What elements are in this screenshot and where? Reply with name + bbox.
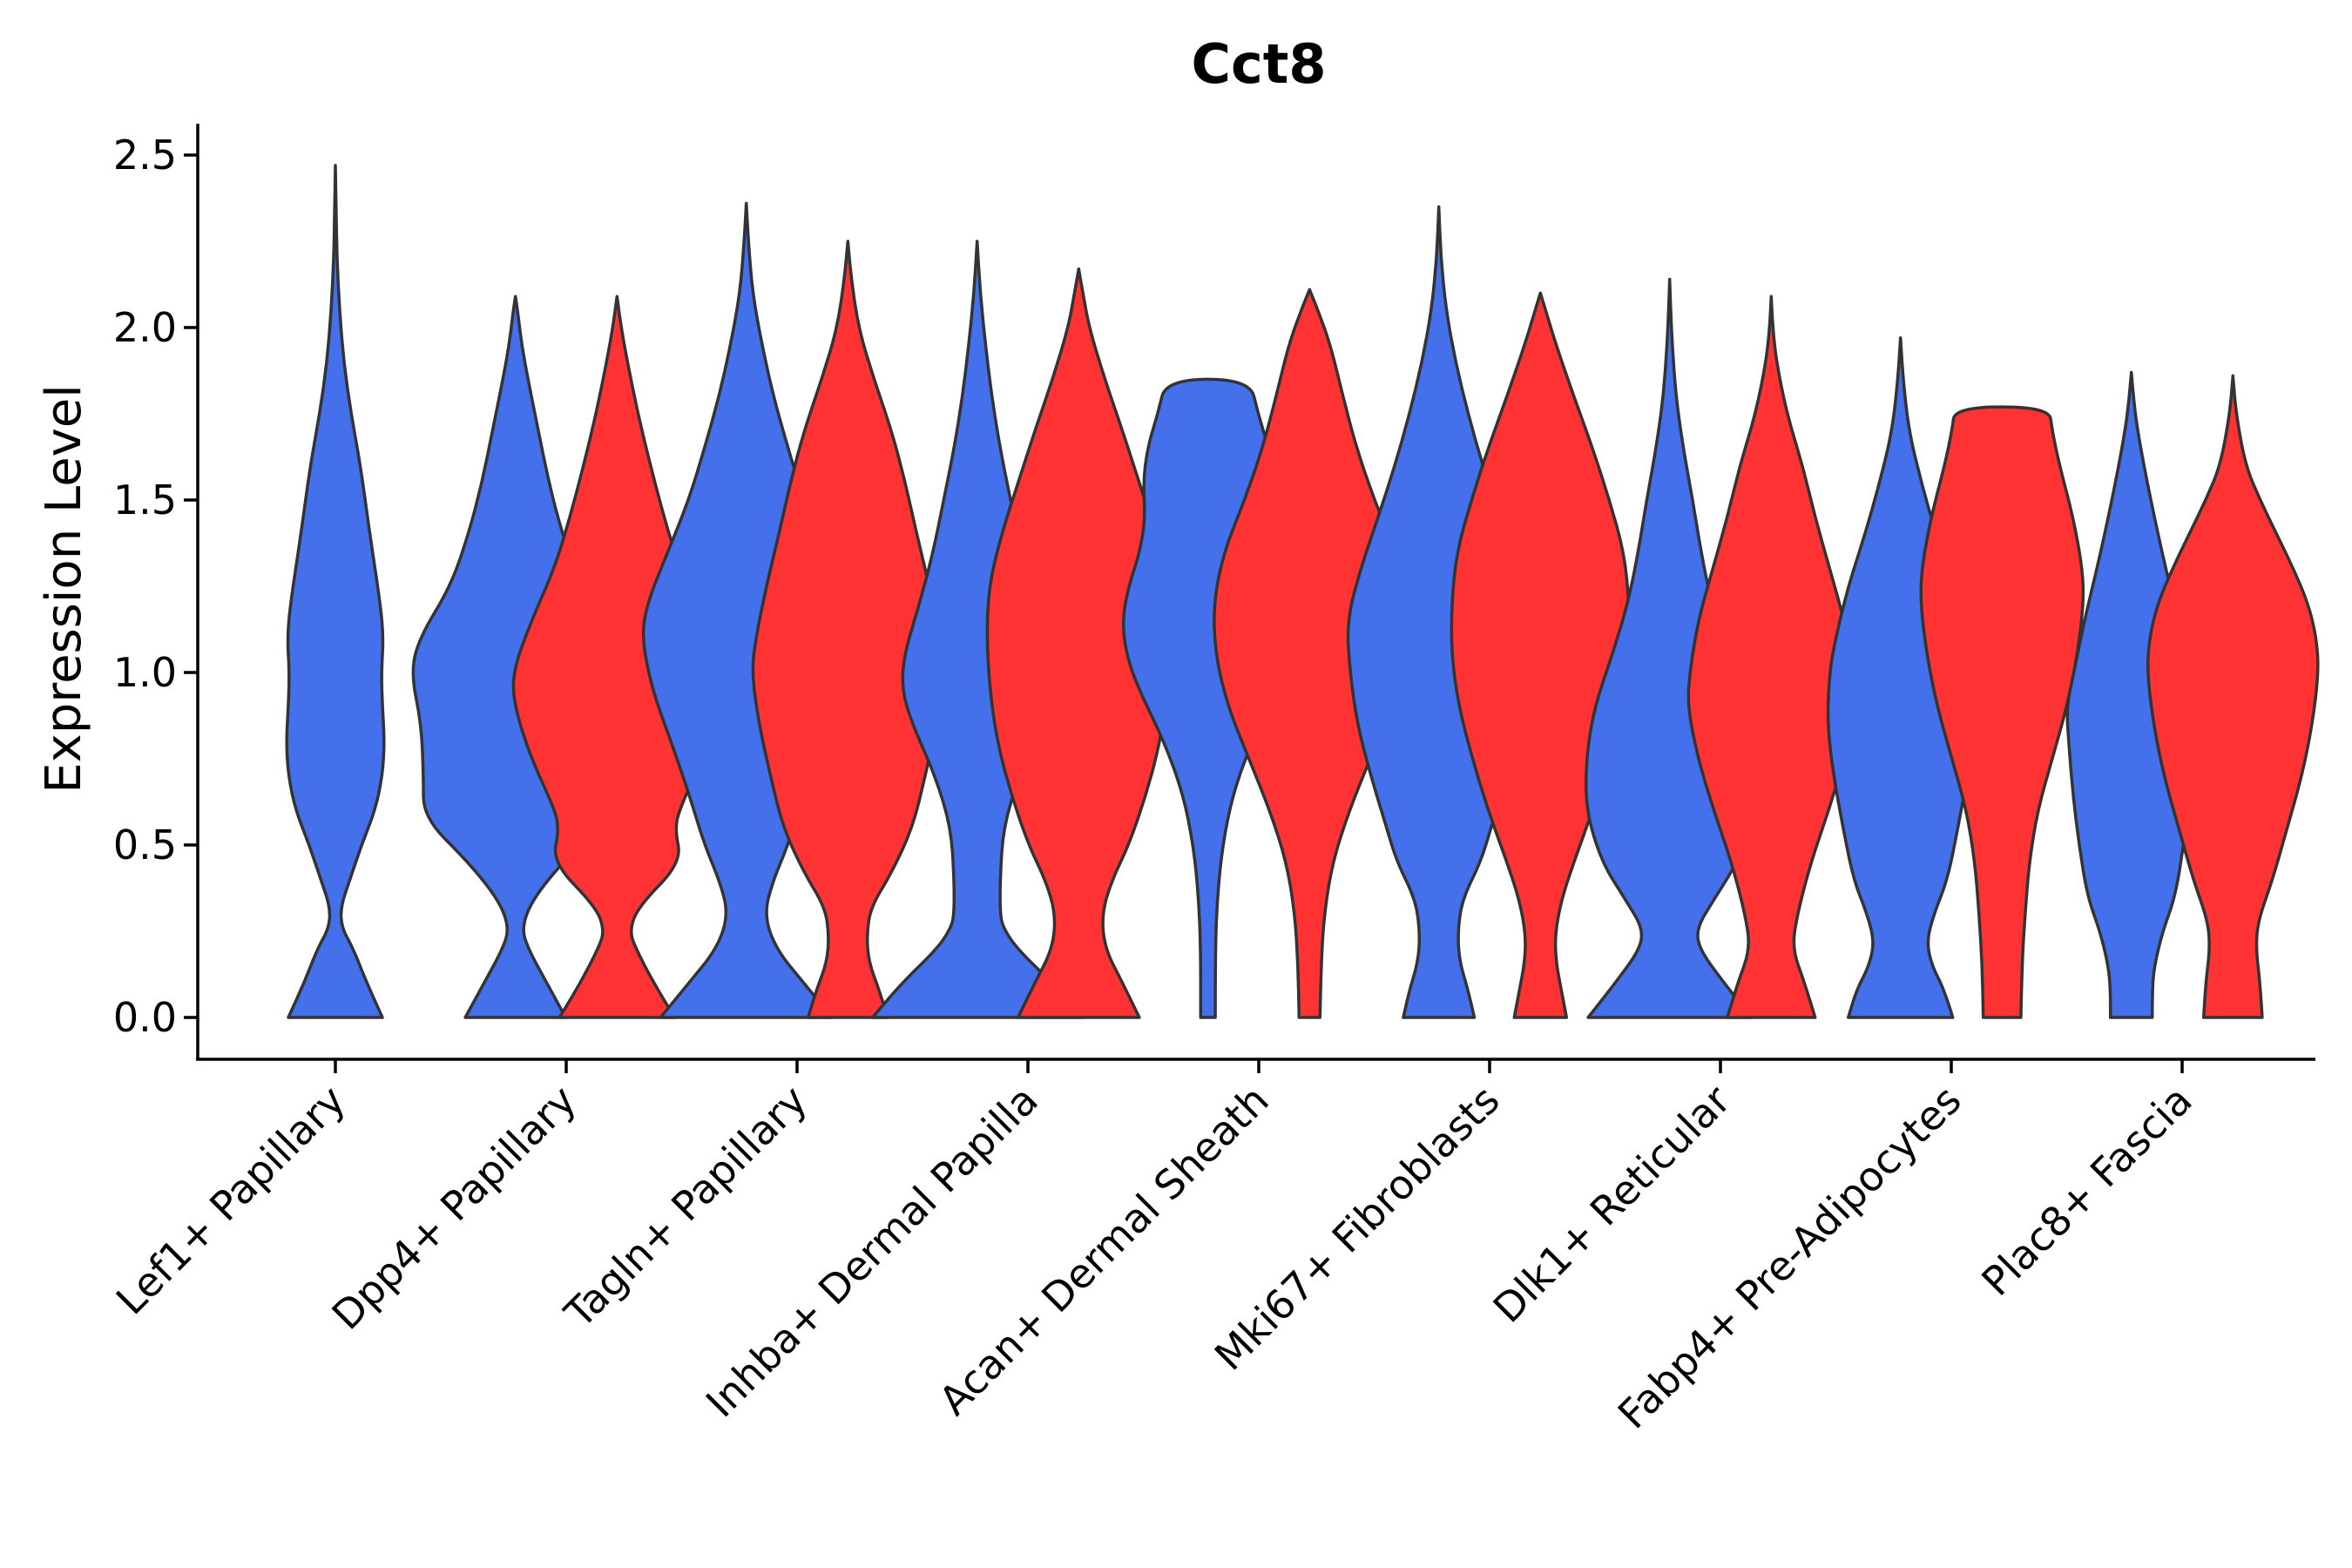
violin-fabp4-pre-adipocytes-red <box>1919 405 2085 1019</box>
y-tick-label: 1.5 <box>113 476 177 524</box>
y-tick-label: 2.5 <box>113 132 177 179</box>
violin-lef1-papillary-blue <box>285 164 386 1019</box>
y-tick-label: 0.0 <box>113 994 177 1041</box>
y-axis-label: Expression Level <box>36 384 92 794</box>
y-tick-label: 1.0 <box>113 649 177 696</box>
violin-inhba-dermal-papilla-blue <box>870 240 1084 1019</box>
chart-title: Cct8 <box>1191 32 1326 96</box>
violin-dpp4-papillary-red <box>511 294 722 1019</box>
violin-fabp4-pre-adipocytes-blue <box>1826 336 1975 1019</box>
y-tick-label: 2.0 <box>113 304 177 351</box>
violin-inhba-dermal-papilla-red <box>985 267 1172 1019</box>
violins-layer <box>285 164 2320 1019</box>
violin-plac8-fascia-red <box>2146 374 2320 1019</box>
y-axis-ticks: 0.0 0.5 1.0 1.5 2.0 2.5 <box>113 132 198 1041</box>
y-tick-label: 0.5 <box>113 821 177 868</box>
violin-tagln-papillary-red <box>751 240 944 1019</box>
